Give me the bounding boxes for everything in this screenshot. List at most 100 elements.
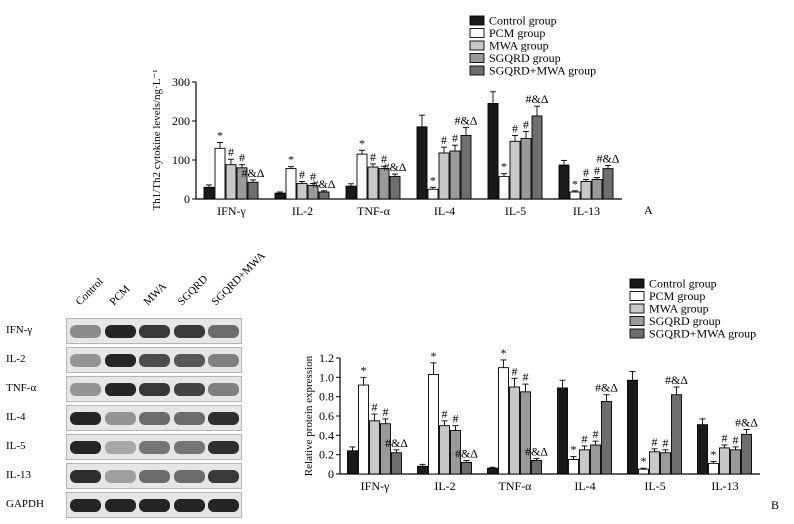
significance-mark: * <box>501 346 507 360</box>
blot-row-label: IL-4 <box>6 411 26 423</box>
significance-mark: # <box>381 152 387 166</box>
y-tick-label: 0.4 <box>319 428 334 442</box>
bar <box>509 140 521 200</box>
blot-band <box>208 441 239 454</box>
significance-mark: #&Δ <box>595 381 618 395</box>
blot-band <box>139 383 170 396</box>
legend-label: MWA group <box>489 39 549 53</box>
blot-band <box>139 354 170 367</box>
blot-lane-label: SGQRD <box>175 273 211 308</box>
bar <box>487 102 499 200</box>
y-axis-label: Th1/Th2 cytokine levels/ng·L⁻¹ <box>151 69 163 210</box>
x-tick-label: IL-5 <box>644 479 665 493</box>
bar <box>569 191 581 200</box>
significance-mark: # <box>370 150 376 164</box>
bar <box>638 468 649 475</box>
blot-band <box>208 412 239 425</box>
bar <box>590 444 601 475</box>
bar <box>520 138 532 200</box>
blot-band <box>208 470 239 483</box>
bar <box>708 462 719 475</box>
significance-mark: # <box>228 145 234 159</box>
bar <box>428 373 439 475</box>
significance-mark: # <box>239 151 245 165</box>
x-tick-label: IL-2 <box>434 479 455 493</box>
bar <box>449 150 461 200</box>
bar <box>627 379 638 475</box>
blot-lane-label: SGQRD+MWA <box>209 249 268 308</box>
blot-band <box>104 412 136 425</box>
legend-swatch <box>629 278 645 289</box>
significance-mark: #&Δ <box>596 151 619 165</box>
blot-band <box>173 499 205 512</box>
blot-band <box>70 325 101 338</box>
bar <box>568 459 579 475</box>
bar <box>347 450 358 475</box>
x-tick-label: IL-13 <box>711 479 738 493</box>
significance-mark: #&Δ <box>735 416 758 430</box>
blot-row-label: GAPDH <box>6 498 44 510</box>
y-tick-label: 0 <box>184 192 190 206</box>
blot-band <box>139 412 170 425</box>
bar <box>531 460 542 475</box>
bar <box>741 433 752 475</box>
bar <box>417 465 428 475</box>
y-tick-label: 300 <box>172 75 190 89</box>
blot-band <box>70 354 101 367</box>
significance-mark: #&Δ <box>455 446 478 460</box>
legend-label: SGQRD group <box>649 314 721 328</box>
significance-mark: #&Δ <box>454 114 477 128</box>
chart-a: 0 100 200 300 Th1/Th2 cytokine levels/ng·L⁻¹… <box>151 14 622 218</box>
blot-row <box>66 318 242 344</box>
bar <box>520 391 531 475</box>
significance-mark: # <box>733 433 739 447</box>
significance-mark: * <box>361 363 367 377</box>
legend-swatch <box>469 15 485 26</box>
blot-band <box>104 325 136 338</box>
legend-swatch <box>469 28 485 38</box>
blot-lane-label: Control <box>73 275 106 308</box>
blot-row-label: IL-2 <box>6 353 26 365</box>
x-tick-label: IL-4 <box>434 204 455 218</box>
blot-band <box>173 325 205 338</box>
significance-mark: # <box>372 400 378 414</box>
significance-mark: #&Δ <box>525 92 548 106</box>
blot-band <box>173 441 205 454</box>
blot-row <box>66 434 242 460</box>
bar <box>487 467 498 475</box>
blot-row-label: IFN-γ <box>6 324 33 336</box>
blot-row <box>66 347 242 373</box>
bar <box>391 452 402 475</box>
significance-mark: #&Δ <box>525 445 548 459</box>
blot-row-label: IL-5 <box>6 440 26 452</box>
significance-mark: * <box>501 160 507 174</box>
bar <box>649 451 660 475</box>
bar <box>580 180 592 200</box>
significance-mark: # <box>722 431 728 445</box>
blot-row <box>66 463 242 489</box>
legend-label: PCM group <box>649 289 705 303</box>
legend-label: Control group <box>489 14 557 28</box>
blot-band <box>208 354 239 367</box>
significance-mark: # <box>310 169 316 183</box>
significance-mark: # <box>583 166 589 180</box>
blot-band <box>70 470 101 483</box>
significance-mark: * <box>571 443 577 457</box>
significance-mark: # <box>453 412 459 426</box>
blot-lane-label: PCM <box>107 283 133 308</box>
bar <box>416 126 428 200</box>
significance-mark: # <box>594 164 600 178</box>
y-tick-label: 0.8 <box>319 390 334 404</box>
bar <box>671 394 682 475</box>
bar <box>225 164 237 200</box>
blot-row <box>66 492 242 518</box>
blot-band <box>139 441 170 454</box>
x-tick-label: IL-13 <box>573 204 600 218</box>
significance-mark: # <box>512 121 518 135</box>
legend-label: Control group <box>649 277 717 291</box>
legend-label: PCM group <box>489 26 545 40</box>
y-tick-label: 0.6 <box>319 409 334 423</box>
bar <box>427 188 439 200</box>
blot-band <box>70 412 101 425</box>
legend-label: SGQRD+MWA group <box>649 327 756 341</box>
